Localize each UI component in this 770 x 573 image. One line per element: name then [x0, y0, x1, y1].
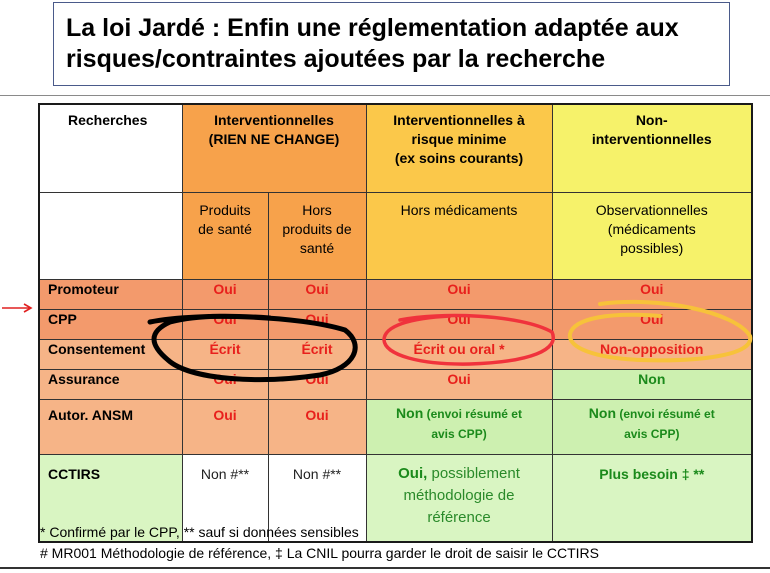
separator-line	[0, 95, 770, 96]
cell-value: Oui, possiblement méthodologie de référe…	[365, 454, 553, 543]
subheader-hors-produits: Hors produits de santé	[267, 192, 367, 280]
cell-value: Oui	[181, 309, 269, 340]
subheader-produits-sante: Produits de santé	[181, 192, 269, 280]
cell-value: Écrit	[181, 339, 269, 370]
header-row: Recherches Interventionnelles (RIEN NE CH…	[38, 103, 753, 193]
cell-value: Oui	[365, 309, 553, 340]
header-risque-minime: Interventionnelles à risque minime (ex soi…	[365, 103, 553, 193]
title-box: La loi Jardé : Enfin une réglementation …	[53, 2, 730, 86]
subheader-observationnelles: Observationnelles (médicaments possibles)	[551, 192, 753, 280]
subheader-empty	[38, 192, 183, 280]
cell-value: Non #**	[267, 454, 367, 543]
cell-value: Oui	[267, 399, 367, 455]
row-label: Promoteur	[38, 279, 183, 310]
corner-cell: Recherches	[38, 103, 183, 193]
subheader-hors-medicaments: Hors médicaments	[365, 192, 553, 280]
cell-value: Non	[551, 369, 753, 400]
cell-value: Oui	[551, 309, 753, 340]
cell-value: Non-opposition	[551, 339, 753, 370]
row-ansm: Autor. ANSM Oui Oui Non (envoi résumé et…	[38, 399, 753, 455]
cell-value: Plus besoin ‡ **	[551, 454, 753, 543]
cell-value: Oui	[267, 279, 367, 310]
row-label: Assurance	[38, 369, 183, 400]
bottom-rule	[0, 567, 770, 569]
row-label: Autor. ANSM	[38, 399, 183, 455]
cell-value: Oui	[365, 369, 553, 400]
cell-value: Oui	[551, 279, 753, 310]
cell-value: Oui	[365, 279, 553, 310]
row-consentement: Consentement Écrit Écrit Écrit ou oral *…	[38, 339, 753, 370]
row-label: Consentement	[38, 339, 183, 370]
row-label: CCTIRS	[38, 454, 183, 543]
row-promoteur: Promoteur Oui Oui Oui Oui	[38, 279, 753, 310]
red-arrow-icon	[2, 303, 33, 313]
slide-title: La loi Jardé : Enfin une réglementation …	[66, 13, 679, 75]
title-line-2: risques/contraintes ajoutées par la rech…	[66, 45, 606, 73]
cell-value: Oui	[267, 369, 367, 400]
regulation-table: Recherches Interventionnelles (RIEN NE CH…	[38, 103, 754, 543]
cell-value: Oui	[181, 369, 269, 400]
row-cpp: CPP Oui Oui Oui Oui	[38, 309, 753, 340]
row-assurance: Assurance Oui Oui Oui Non	[38, 369, 753, 400]
row-label: CPP	[38, 309, 183, 340]
row-cctirs: CCTIRS Non #** Non #** Oui, possiblement…	[38, 454, 753, 543]
footnote-1: * Confirmé par le CPP, ** sauf si donnée…	[40, 524, 359, 540]
cell-value: Oui	[267, 309, 367, 340]
cell-value: Non (envoi résumé et avis CPP)	[365, 399, 553, 455]
header-non-interventionnelles: Non-interventionnelles	[551, 103, 753, 193]
cell-value: Oui	[181, 279, 269, 310]
footnote-2: # MR001 Méthodologie de référence, ‡ La …	[40, 545, 599, 561]
cell-value: Non (envoi résumé et avis CPP)	[551, 399, 753, 455]
header-interventionnelles: Interventionnelles (RIEN NE CHANGE)	[181, 103, 367, 193]
cell-value: Oui	[181, 399, 269, 455]
cell-value: Écrit	[267, 339, 367, 370]
title-line-1: La loi Jardé : Enfin une réglementation …	[66, 14, 679, 42]
cell-value: Écrit ou oral *	[365, 339, 553, 370]
footnotes: * Confirmé par le CPP, ** sauf si donnée…	[40, 522, 599, 564]
subheader-row: Produits de santé Hors produits de santé Ho…	[38, 192, 753, 280]
